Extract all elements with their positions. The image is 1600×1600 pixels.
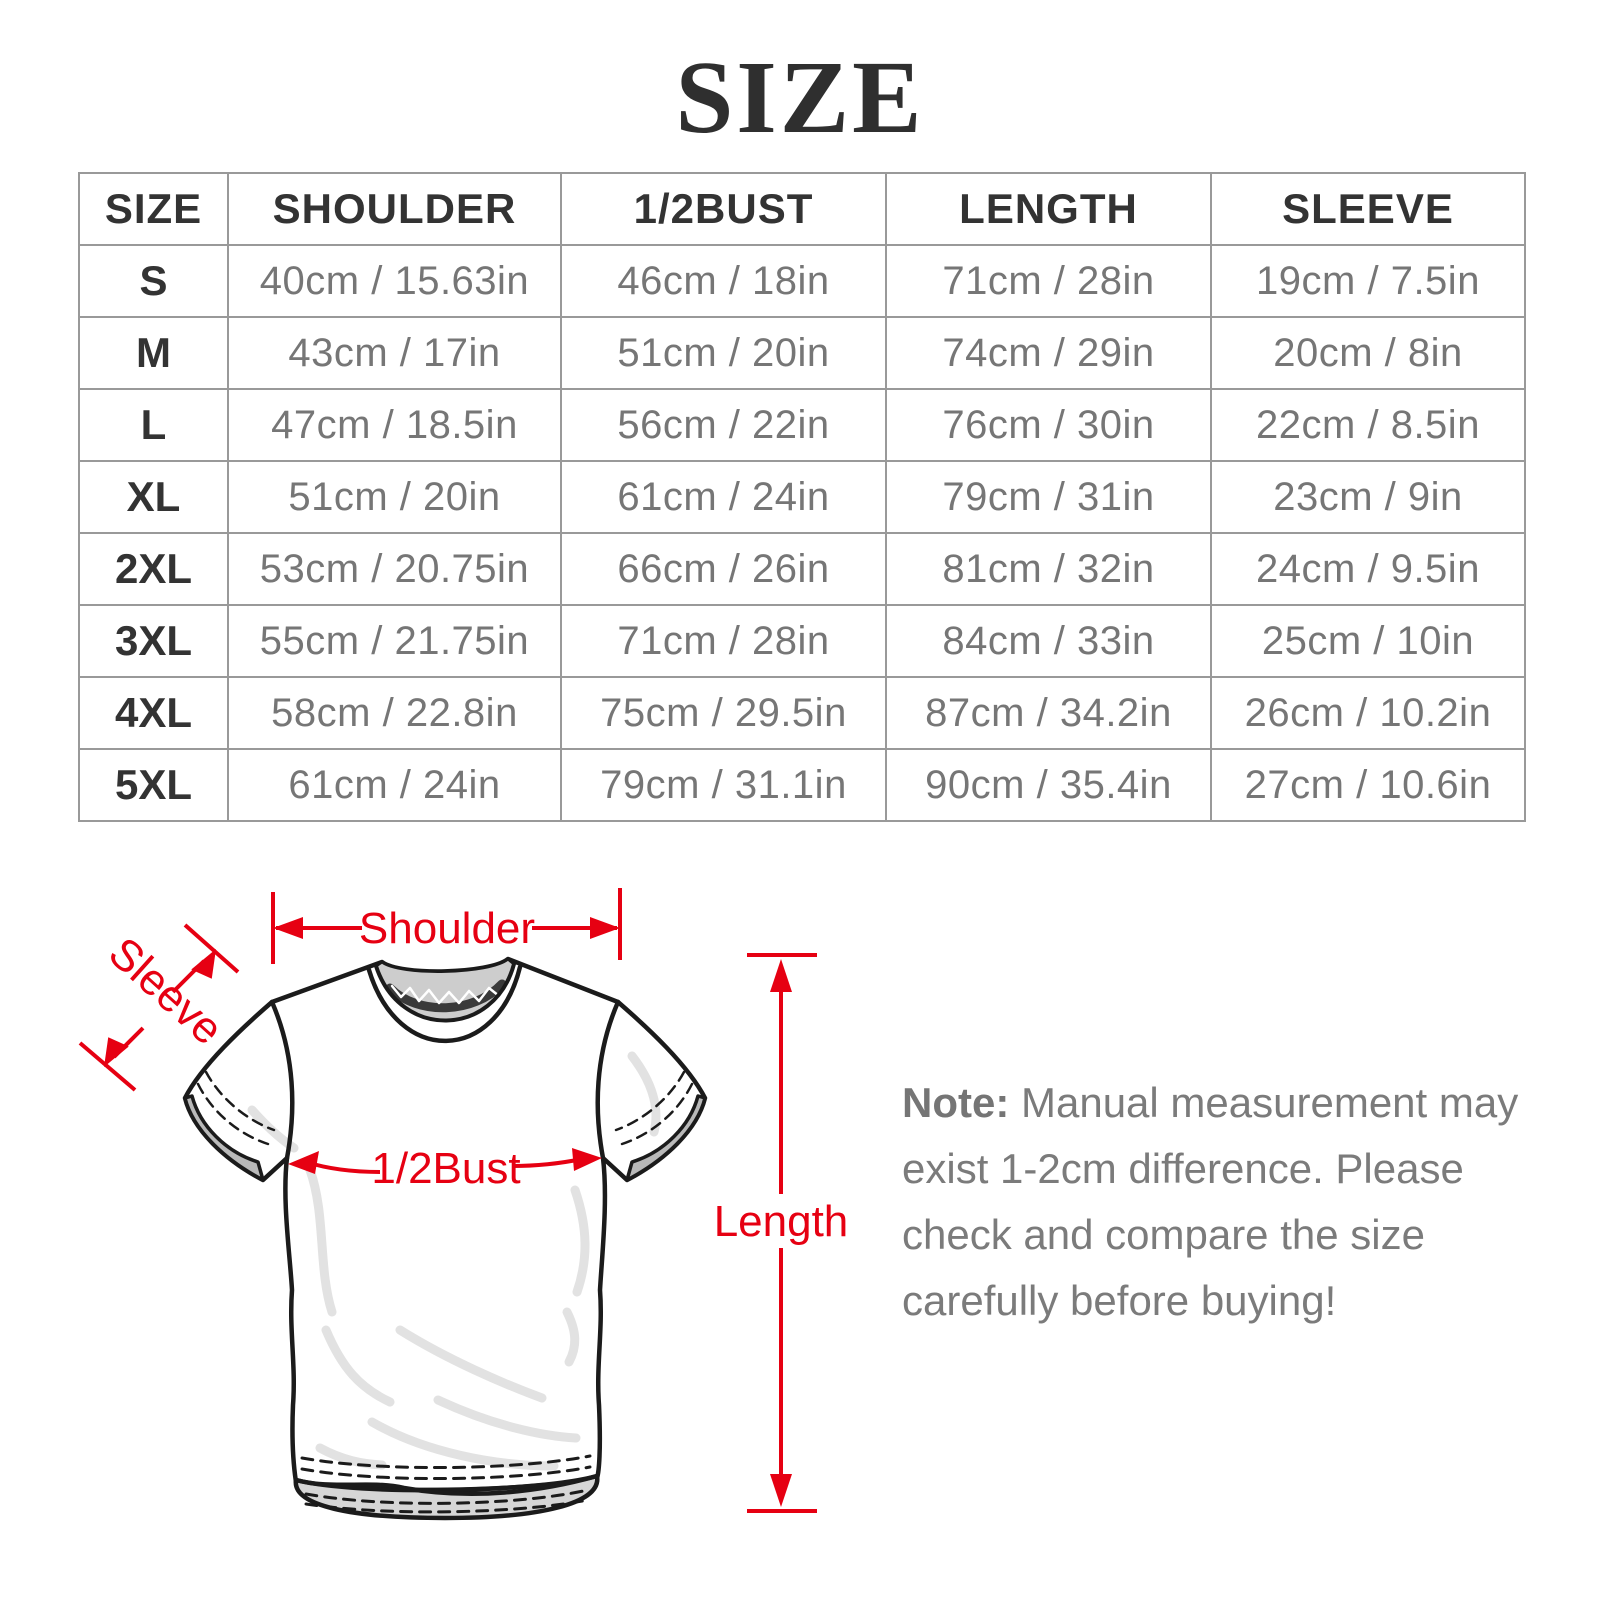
note-text: Manual measurement may bbox=[1021, 1079, 1519, 1126]
table-cell: 20cm / 8in bbox=[1210, 316, 1526, 390]
table-cell: 58cm / 22.8in bbox=[227, 676, 562, 750]
fabric-wrinkles bbox=[247, 1051, 661, 1471]
size-label-cell: M bbox=[78, 316, 229, 390]
length-label: Length bbox=[714, 1197, 849, 1246]
table-cell: 47cm / 18.5in bbox=[227, 388, 562, 462]
length-dimension: Length bbox=[714, 953, 849, 1513]
column-header-length: LENGTH bbox=[885, 172, 1212, 246]
note-label: Note: bbox=[902, 1079, 1010, 1126]
size-label-cell: XL bbox=[78, 460, 229, 534]
tshirt-body-outline bbox=[182, 956, 708, 1493]
table-cell: 74cm / 29in bbox=[885, 316, 1212, 390]
table-cell: 84cm / 33in bbox=[885, 604, 1212, 678]
collar-front-seam bbox=[366, 964, 523, 1044]
bust-dimension: 1/2Bust bbox=[288, 1144, 602, 1193]
table-cell: 26cm / 10.2in bbox=[1210, 676, 1526, 750]
size-label-cell: 4XL bbox=[78, 676, 229, 750]
table-cell: 25cm / 10in bbox=[1210, 604, 1526, 678]
table-cell: 51cm / 20in bbox=[227, 460, 562, 534]
table-cell: 90cm / 35.4in bbox=[885, 748, 1212, 822]
table-cell: 71cm / 28in bbox=[560, 604, 887, 678]
table-row: XL 51cm / 20in 61cm / 24in 79cm / 31in 2… bbox=[78, 460, 1526, 534]
table-cell: 19cm / 7.5in bbox=[1210, 244, 1526, 318]
header-row: SIZE SHOULDER 1/2BUST LENGTH SLEEVE bbox=[78, 172, 1526, 246]
table-cell: 61cm / 24in bbox=[227, 748, 562, 822]
table-row: 2XL 53cm / 20.75in 66cm / 26in 81cm / 32… bbox=[78, 532, 1526, 606]
left-cuff bbox=[183, 1070, 276, 1182]
size-label-cell: 5XL bbox=[78, 748, 229, 822]
table-cell: 55cm / 21.75in bbox=[227, 604, 562, 678]
table-cell: 66cm / 26in bbox=[560, 532, 887, 606]
hem bbox=[293, 1454, 600, 1521]
column-header-size: SIZE bbox=[78, 172, 229, 246]
table-cell: 53cm / 20.75in bbox=[227, 532, 562, 606]
left-armhole-seam bbox=[269, 999, 295, 1161]
hem-fold-line bbox=[293, 1473, 600, 1497]
table-row: 5XL 61cm / 24in 79cm / 31.1in 90cm / 35.… bbox=[78, 748, 1526, 822]
table-cell: 46cm / 18in bbox=[560, 244, 887, 318]
table-cell: 76cm / 30in bbox=[885, 388, 1212, 462]
table-cell: 81cm / 32in bbox=[885, 532, 1212, 606]
size-label-cell: L bbox=[78, 388, 229, 462]
table-cell: 43cm / 17in bbox=[227, 316, 562, 390]
shoulder-dimension: Shoulder bbox=[271, 888, 622, 964]
table-row: 4XL 58cm / 22.8in 75cm / 29.5in 87cm / 3… bbox=[78, 676, 1526, 750]
column-header-shoulder: SHOULDER bbox=[227, 172, 562, 246]
collar-inner-seam bbox=[374, 962, 516, 1023]
bust-label: 1/2Bust bbox=[371, 1144, 520, 1193]
collar-zigzag-trim bbox=[390, 984, 501, 1005]
table-cell: 23cm / 9in bbox=[1210, 460, 1526, 534]
size-label-cell: S bbox=[78, 244, 229, 318]
size-label-cell: 2XL bbox=[78, 532, 229, 606]
right-cuff-opening bbox=[625, 1094, 707, 1182]
size-label-cell: 3XL bbox=[78, 604, 229, 678]
tshirt-measurement-diagram: Shoulder Sleeve 1/2Bust bbox=[78, 888, 849, 1521]
table-cell: 24cm / 9.5in bbox=[1210, 532, 1526, 606]
column-header-bust: 1/2BUST bbox=[560, 172, 887, 246]
table-row: L 47cm / 18.5in 56cm / 22in 76cm / 30in … bbox=[78, 388, 1526, 462]
size-table: SIZE SHOULDER 1/2BUST LENGTH SLEEVE S 40… bbox=[78, 172, 1526, 822]
note-block: Note: Manual measurement may exist 1-2cm… bbox=[902, 1070, 1522, 1334]
table-row: 3XL 55cm / 21.75in 71cm / 28in 84cm / 33… bbox=[78, 604, 1526, 678]
table-cell: 79cm / 31in bbox=[885, 460, 1212, 534]
table-cell: 71cm / 28in bbox=[885, 244, 1212, 318]
table-cell: 75cm / 29.5in bbox=[560, 676, 887, 750]
note-line: carefully before buying! bbox=[902, 1277, 1337, 1324]
column-header-sleeve: SLEEVE bbox=[1210, 172, 1526, 246]
right-cuff bbox=[614, 1070, 707, 1182]
note-line: check and compare the size bbox=[902, 1211, 1425, 1258]
tshirt-illustration bbox=[182, 956, 708, 1521]
table-cell: 51cm / 20in bbox=[560, 316, 887, 390]
shoulder-label: Shoulder bbox=[359, 904, 535, 953]
table-row: M 43cm / 17in 51cm / 20in 74cm / 29in 20… bbox=[78, 316, 1526, 390]
collar bbox=[366, 957, 523, 1044]
table-cell: 22cm / 8.5in bbox=[1210, 388, 1526, 462]
page-title: SIZE bbox=[675, 40, 925, 155]
right-armhole-seam bbox=[595, 999, 621, 1161]
note-line: Note: Manual measurement may bbox=[902, 1070, 1522, 1136]
table-cell: 87cm / 34.2in bbox=[885, 676, 1212, 750]
table-cell: 61cm / 24in bbox=[560, 460, 887, 534]
table-cell: 79cm / 31.1in bbox=[560, 748, 887, 822]
table-cell: 27cm / 10.6in bbox=[1210, 748, 1526, 822]
table-cell: 56cm / 22in bbox=[560, 388, 887, 462]
table-cell: 40cm / 15.63in bbox=[227, 244, 562, 318]
table-row: S 40cm / 15.63in 46cm / 18in 71cm / 28in… bbox=[78, 244, 1526, 318]
left-cuff-opening bbox=[183, 1094, 265, 1182]
note-line: exist 1-2cm difference. Please bbox=[902, 1145, 1464, 1192]
